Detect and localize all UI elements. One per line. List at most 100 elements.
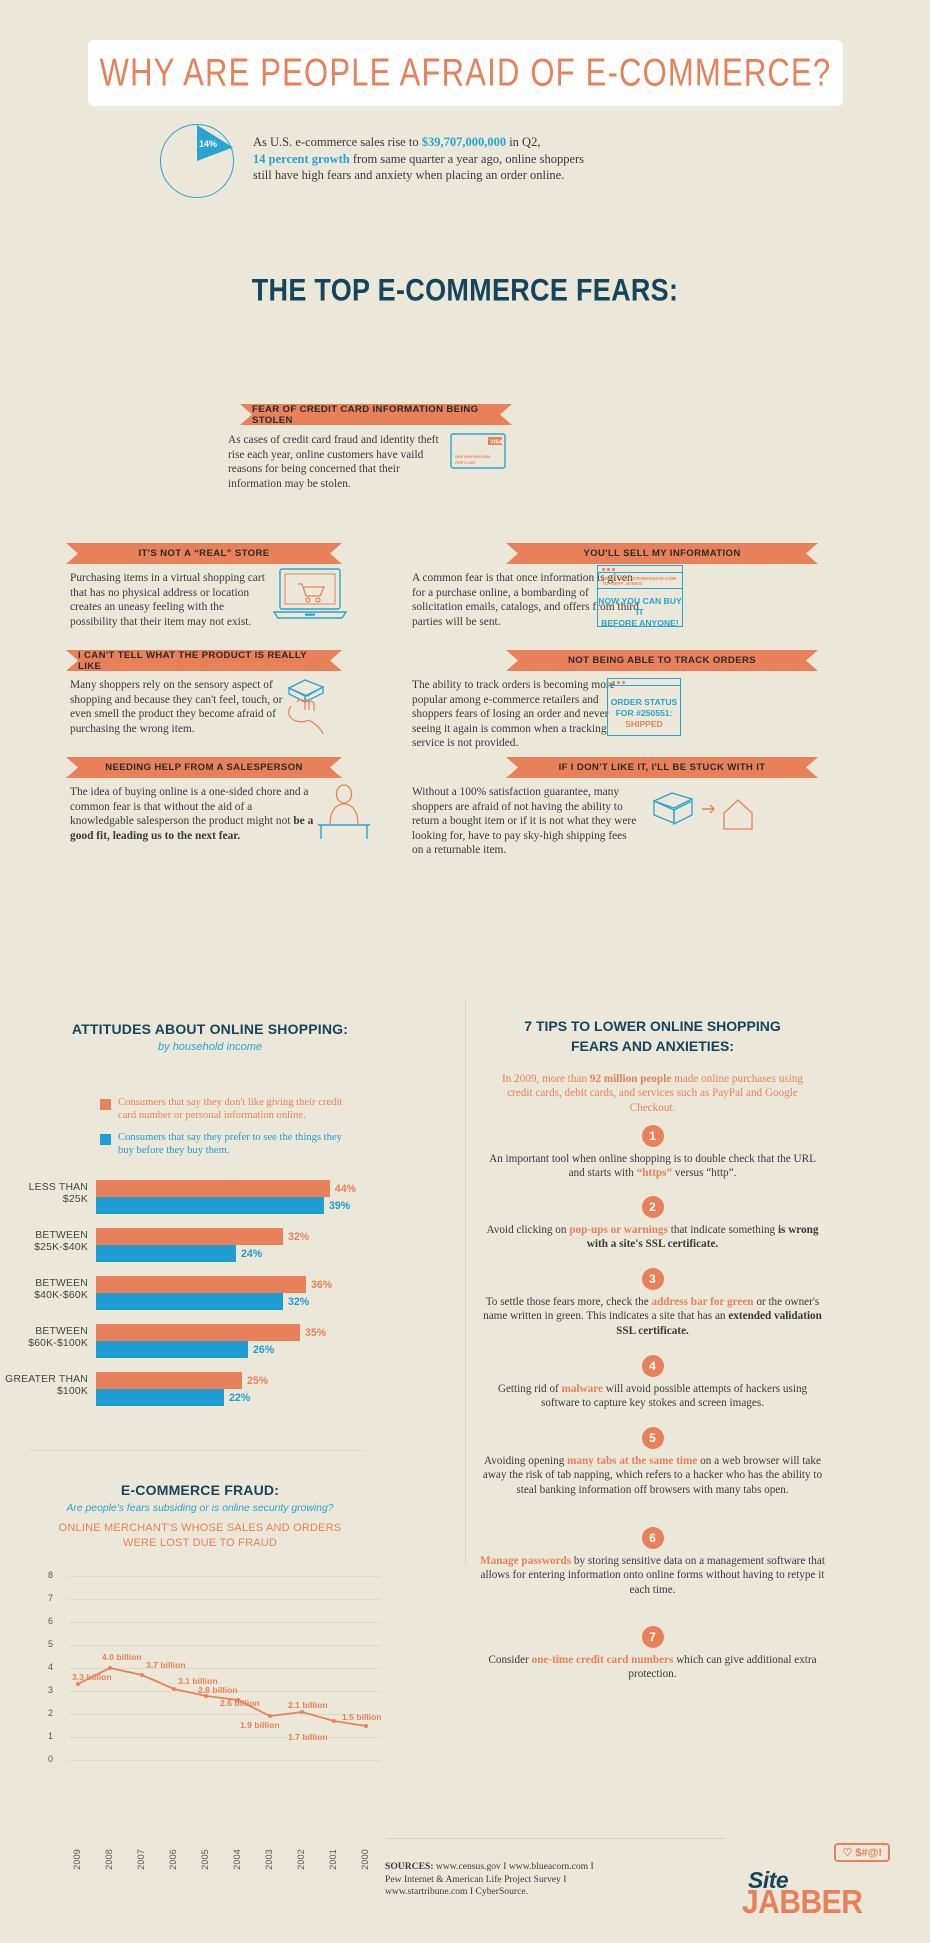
tip-5-post: on a web browser will take away the risk… bbox=[482, 1455, 823, 1496]
fear-banner-salesperson: NEEDING HELP FROM A SALESPERSON bbox=[78, 757, 330, 778]
tips-lead-b: made online purchases using credit cards… bbox=[507, 1073, 804, 1114]
tip-text-5: Avoiding opening many tabs at the same t… bbox=[480, 1454, 825, 1497]
sources-line1: www.census.gov I www.blueacorn.com I bbox=[433, 1861, 594, 1872]
fear-body-salesperson: The idea of buying online is a one-sided… bbox=[70, 785, 315, 843]
line-chart-caption-1: ONLINE MERCHANT'S WHOSE SALES AND ORDERS bbox=[58, 1522, 342, 1534]
data-point-2004 bbox=[236, 1698, 240, 1702]
svg-text:0000 0000 0000 0000: 0000 0000 0000 0000 bbox=[455, 455, 490, 459]
intro-money: $39,707,000,000 bbox=[421, 135, 507, 149]
line-chart-title: E-COMMERCE FRAUD: bbox=[120, 1482, 280, 1498]
tip-1: 1 An important tool when online shopping… bbox=[480, 1125, 825, 1181]
bar-fill-blue-1 bbox=[96, 1245, 236, 1262]
logo-site-text: Site bbox=[748, 1867, 789, 1893]
hand-holding-box-icon bbox=[275, 672, 337, 739]
donut-percent-label: 14% bbox=[199, 139, 218, 149]
browser-titlebar-2 bbox=[608, 679, 680, 686]
salesperson-body-text: The idea of buying online is a one-sided… bbox=[70, 786, 309, 828]
bar-value-blue-2: 32% bbox=[288, 1295, 310, 1308]
x-tick-2002: 2002 bbox=[296, 1849, 306, 1870]
gridline-2 bbox=[70, 1714, 380, 1715]
data-point-2001 bbox=[332, 1719, 336, 1723]
line-chart: 8 7 6 5 4 3 2 1 0 3.3 billion 4.0 billio… bbox=[40, 1560, 382, 1870]
fear-banner-product-really-like: I CAN'T TELL WHAT THE PRODUCT IS REALLY … bbox=[78, 650, 330, 672]
data-point-2002 bbox=[300, 1710, 304, 1714]
tip-7-pre: Consider bbox=[488, 1654, 532, 1666]
table-row: 24% bbox=[96, 1245, 356, 1262]
tip-text-2: Avoid clicking on pop-ups or warnings th… bbox=[486, 1224, 819, 1251]
email-body-line1: NOW YOU CAN BUY IT bbox=[598, 596, 682, 617]
fear-body-credit-card: As cases of credit card fraud and identi… bbox=[228, 434, 439, 490]
table-row: 39% bbox=[96, 1197, 356, 1214]
intro-line3: still have high fears and anxiety when p… bbox=[253, 168, 565, 182]
tip-number-1: 1 bbox=[641, 1125, 664, 1147]
point-label-2004: 2.6 billion bbox=[220, 1698, 260, 1708]
tip-4: 4 Getting rid of malware will avoid poss… bbox=[480, 1355, 825, 1411]
gridline-5 bbox=[70, 1645, 380, 1646]
tip-number-7: 7 bbox=[641, 1626, 664, 1648]
table-row: 25% bbox=[96, 1372, 356, 1389]
bar-value-orange-3: 35% bbox=[305, 1326, 327, 1339]
intro-line2b: from same quarter a year ago, online sho… bbox=[349, 151, 585, 166]
window-dot-3 bbox=[612, 568, 615, 572]
y-tick-1: 1 bbox=[48, 1731, 54, 1741]
x-tick-2009: 2009 bbox=[72, 1849, 82, 1870]
bar-value-blue-1: 24% bbox=[241, 1247, 263, 1260]
bar-fill-blue-2 bbox=[96, 1293, 283, 1310]
y-tick-7: 7 bbox=[48, 1593, 54, 1603]
gridline-8 bbox=[70, 1576, 380, 1577]
tip-7-highlight: one-time credit card numbers bbox=[531, 1654, 674, 1666]
data-point-2006 bbox=[172, 1687, 176, 1691]
fear-banner-credit-card: FEAR OF CREDIT CARD INFORMATION BEING ST… bbox=[252, 404, 500, 426]
y-tick-8: 8 bbox=[48, 1570, 54, 1580]
tip-1-pre: An important tool when online shopping i… bbox=[489, 1153, 816, 1180]
fear-banner-not-real-store: IT'S NOT A “REAL” STORE bbox=[78, 543, 330, 564]
window-dot-2 bbox=[617, 681, 620, 685]
bar-fill-orange-0 bbox=[96, 1180, 330, 1197]
sitejabber-logo[interactable]: ♡ $#@! Site JABBER bbox=[740, 1843, 890, 1921]
x-tick-2005: 2005 bbox=[200, 1849, 210, 1870]
y-tick-0: 0 bbox=[48, 1754, 54, 1764]
bar-value-orange-4: 25% bbox=[247, 1374, 269, 1387]
bar-group-0: LESS THAN $25K 44% 39% bbox=[29, 1180, 356, 1214]
intro-line1b: in Q2, bbox=[506, 135, 541, 149]
legend-item-blue: Consumers that say they prefer to see th… bbox=[100, 1132, 350, 1157]
y-tick-6: 6 bbox=[48, 1616, 54, 1626]
table-row: 26% bbox=[96, 1341, 356, 1358]
logo-jabber-text: JABBER bbox=[742, 1884, 863, 1921]
fear-banner-sell-information: YOU'LL SELL MY INFORMATION bbox=[518, 543, 806, 564]
data-point-2000 bbox=[364, 1724, 368, 1728]
point-label-2008: 4.0 billion bbox=[102, 1652, 142, 1662]
bar-value-blue-0: 39% bbox=[329, 1199, 351, 1212]
table-row: 32% bbox=[96, 1228, 356, 1245]
x-tick-2007: 2007 bbox=[136, 1849, 146, 1870]
point-label-2007: 3.7 billion bbox=[146, 1660, 186, 1670]
bar-chart-title: ATTITUDES ABOUT ONLINE SHOPPING: bbox=[71, 1021, 349, 1037]
gridline-6 bbox=[70, 1622, 380, 1623]
bar-category-label-4: GREATER THAN $100K bbox=[5, 1374, 88, 1398]
tip-3: 3 To settle those fears more, check the … bbox=[480, 1268, 825, 1338]
tip-2-pre: Avoid clicking on bbox=[486, 1224, 570, 1236]
tip-3-highlight: address bar for green bbox=[651, 1296, 754, 1308]
tip-3-bold: extended validation SSL certificate. bbox=[616, 1310, 822, 1337]
sources-label: SOURCES: bbox=[385, 1861, 434, 1872]
laptop-shopping-cart-icon bbox=[272, 568, 348, 625]
bar-value-blue-3: 26% bbox=[253, 1343, 275, 1356]
data-point-2003 bbox=[268, 1714, 272, 1718]
window-dot-1 bbox=[602, 568, 605, 572]
tip-number-6: 6 bbox=[641, 1527, 664, 1549]
legend-item-orange: Consumers that say they don't like givin… bbox=[100, 1097, 350, 1122]
bar-group-1: BETWEEN $25K-$40K 32% 24% bbox=[34, 1228, 356, 1262]
table-row: 22% bbox=[96, 1389, 356, 1406]
line-series bbox=[77, 1667, 367, 1727]
title-card: WHY ARE PEOPLE AFRAID OF E-COMMERCE? bbox=[88, 40, 843, 106]
bar-value-blue-4: 22% bbox=[229, 1391, 251, 1404]
data-point-2009 bbox=[76, 1682, 80, 1686]
x-tick-2003: 2003 bbox=[264, 1849, 274, 1870]
bar-fill-blue-0 bbox=[96, 1197, 324, 1214]
credit-card-icon: VISA 0000 0000 0000 0000 FIRST LAST bbox=[450, 433, 506, 469]
y-tick-3: 3 bbox=[48, 1685, 54, 1695]
bar-value-orange-2: 36% bbox=[311, 1278, 333, 1291]
gridline-7 bbox=[70, 1599, 380, 1600]
sources-line2: Pew Internet & American Life Project Sur… bbox=[385, 1873, 567, 1885]
fear-banner-stuck-with-it: IF I DON'T LIKE IT, I'LL BE STUCK WITH I… bbox=[518, 757, 806, 778]
